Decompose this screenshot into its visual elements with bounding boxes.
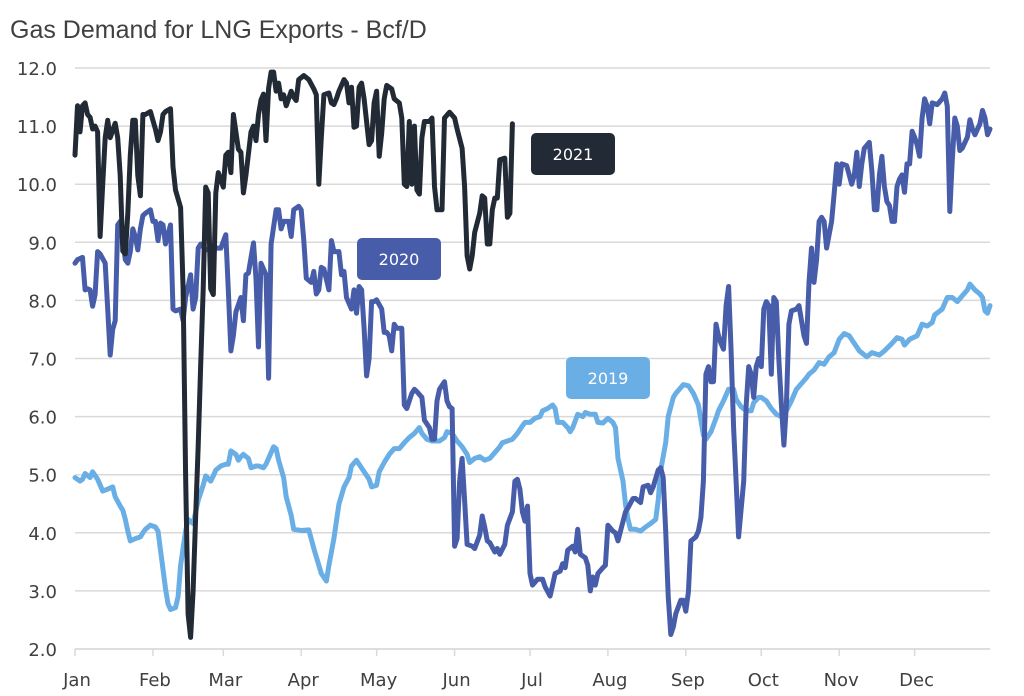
x-tick-label: May: [360, 670, 398, 691]
series-label-text: 2020: [379, 250, 420, 269]
y-tick-label: 9.0: [28, 233, 57, 254]
x-tick-label: Jun: [442, 670, 471, 691]
x-tick-label: Oct: [748, 670, 779, 691]
series-label-box: [566, 357, 650, 399]
series-label-text: 2019: [588, 369, 629, 388]
series-lines: [72, 69, 993, 640]
series-label-box: [531, 133, 615, 175]
y-axis-tick-labels: 2.0 3.0 4.0 5.0 6.0 7.0 8.0 9.0 10.0 11.0 12.0: [17, 59, 57, 661]
series-label-box: [357, 238, 441, 280]
y-tick-label: 3.0: [28, 582, 57, 603]
y-tick-label: 8.0: [28, 291, 57, 312]
y-tick-label: 4.0: [28, 524, 57, 545]
series-line-2020: [72, 90, 993, 637]
x-tick-label: Mar: [208, 670, 243, 691]
y-tick-label: 11.0: [17, 117, 57, 138]
x-tick-label: Aug: [592, 670, 627, 691]
x-tick-label: Dec: [899, 670, 934, 691]
x-axis: Jan Feb Mar Apr May Jun Jul Aug Sep Oct Nov Dec: [62, 648, 990, 691]
series-label-2019: 2019: [566, 357, 650, 399]
series-label-2021: 2021: [531, 133, 615, 175]
series-line-2019: [72, 281, 993, 612]
y-tick-label: 10.0: [17, 175, 57, 196]
x-tick-label: Feb: [139, 670, 171, 691]
x-tick-label: Jul: [520, 670, 543, 691]
x-tick-label: Jan: [62, 670, 91, 691]
series-label-2020: 2020: [357, 238, 441, 280]
series-label-text: 2021: [553, 145, 594, 164]
y-tick-label: 6.0: [28, 408, 57, 429]
x-tick-label: Nov: [824, 670, 859, 691]
y-tick-label: 2.0: [28, 640, 57, 661]
y-tick-label: 7.0: [28, 350, 57, 371]
series-line-2021: [72, 69, 515, 640]
y-tick-label: 5.0: [28, 466, 57, 487]
x-tick-label: Apr: [288, 670, 320, 691]
series-labels: 2019 2020 2021: [357, 133, 650, 399]
chart-title: Gas Demand for LNG Exports - Bcf/D: [10, 16, 427, 44]
y-tick-label: 12.0: [17, 59, 57, 80]
x-tick-label: Sep: [671, 670, 705, 691]
